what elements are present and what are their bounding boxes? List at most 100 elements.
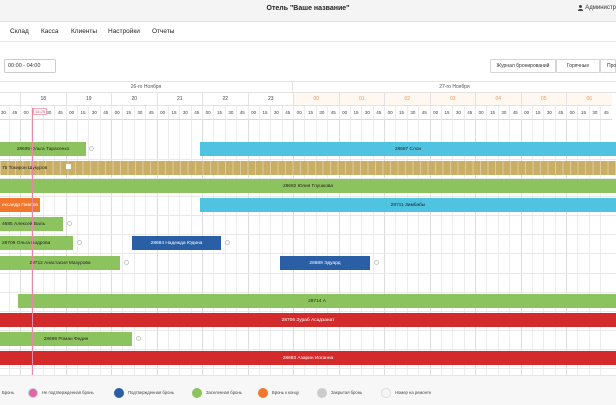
hour-label: 19	[65, 93, 111, 106]
booking-28708[interactable]: 28708 Ольга Бодрова	[0, 236, 73, 250]
minute-label: 30	[0, 106, 9, 120]
minute-label: 00	[338, 106, 350, 120]
booking-28706[interactable]: 28706 Зураб Асадзанат	[0, 313, 616, 327]
room-row[interactable]	[0, 254, 616, 274]
legend: Бронь Не подтвержденная бронь Подтвержде…	[0, 375, 616, 405]
minute-label: 30	[179, 106, 191, 120]
booking-28711[interactable]: 28711 Зимбабы	[200, 198, 616, 212]
hour-label: 21	[156, 93, 202, 106]
booking-marker-icon	[66, 164, 71, 169]
hour-label: 18	[20, 93, 66, 106]
minute-label: 30	[133, 106, 146, 120]
room-row[interactable]	[0, 215, 616, 235]
minute-label: 30	[88, 106, 100, 120]
journal-button[interactable]: Журнал бронирований	[490, 59, 556, 73]
room-row[interactable]	[0, 234, 616, 254]
hot-button[interactable]: Горячные	[556, 59, 600, 73]
minute-label: 30	[588, 106, 601, 120]
minute-label: 00	[111, 106, 123, 120]
booking-28714[interactable]: 28714 А	[18, 294, 616, 308]
grid-column-line	[429, 120, 431, 375]
hour-label: 02	[384, 93, 430, 106]
minute-label: 45	[418, 106, 430, 120]
grid-column-line	[475, 120, 476, 375]
grid-column-line	[554, 120, 556, 375]
booking-label: 75 Токирон Шукуров	[2, 165, 48, 171]
booking-28687[interactable]: 28687 Слон	[200, 142, 616, 156]
room-row[interactable]	[0, 196, 616, 216]
grid-column-line	[509, 120, 511, 375]
minute-label: 15	[258, 106, 271, 120]
grid-column-line	[293, 120, 294, 375]
minute-label: 00	[384, 106, 396, 120]
grid-column-line	[486, 120, 488, 375]
current-time-label: 15:25	[33, 108, 48, 115]
minute-label: 00	[202, 106, 214, 120]
booking-28689[interactable]: 28689 Эдуард	[280, 256, 370, 270]
legend-label-confirmed: Подтвержденная бронь	[128, 390, 174, 395]
minute-label: 15	[395, 106, 407, 120]
minute-label: 00	[475, 106, 487, 120]
minute-label: 45	[372, 106, 384, 120]
menu-item-reports[interactable]: Отчеты	[152, 28, 175, 35]
booking-28699[interactable]: 28699 Роман Федин	[0, 332, 132, 346]
legend-label-closed: Закрытая бронь	[331, 390, 363, 395]
legend-label-ending: Бронь к концу	[272, 390, 300, 395]
toolbar: Журнал бронирований Горячные Про	[0, 42, 616, 82]
minute-label: 15	[304, 106, 316, 120]
booking-28682[interactable]: 28682 Юлия Глушкова	[0, 179, 616, 193]
hour-label: 04	[475, 93, 521, 106]
booking-28683[interactable]: 28683 Азарин Иоганна	[0, 351, 616, 365]
date-header-day1: 26-го Ноября	[0, 82, 292, 93]
more-button[interactable]: Про	[600, 59, 616, 73]
room-row[interactable]	[0, 140, 616, 160]
minute-label: 30	[452, 106, 464, 120]
user-icon	[577, 5, 583, 11]
booking-28695[interactable]: 28695 Ольга Тарасенко	[0, 142, 86, 156]
user-menu[interactable]: Администр	[577, 5, 616, 11]
booking-75[interactable]: 75 Токирон Шукуров	[0, 161, 616, 175]
room-row[interactable]	[0, 177, 616, 197]
booking-status-icon	[89, 146, 94, 151]
room-row[interactable]	[0, 311, 616, 331]
hour-label: 05	[520, 93, 566, 106]
minute-label: 45	[99, 106, 111, 120]
grid-column-line	[588, 120, 590, 375]
minute-label: 00	[65, 106, 77, 120]
minute-label: 00	[520, 106, 532, 120]
legend-dot-repair	[381, 388, 391, 398]
grid-column-line	[76, 120, 78, 375]
menu-item-settings[interactable]: Настройки	[108, 28, 140, 35]
grid-column-line	[122, 120, 124, 375]
room-row[interactable]	[0, 330, 616, 350]
grid-column-line	[452, 120, 454, 375]
menu-item-cashbox[interactable]: Касса	[41, 28, 59, 35]
menu-item-clients[interactable]: Клиенты	[71, 28, 98, 35]
hour-label: 06	[566, 93, 612, 106]
grid-column-line	[361, 120, 363, 375]
booking-status-icon	[225, 240, 230, 245]
menu-item-warehouse[interactable]: Склад	[10, 28, 29, 35]
booking-pavlov[interactable]: ександр Павлов	[0, 198, 40, 212]
booking-28712[interactable]: 28712 Анастасия Мазурова	[0, 256, 120, 270]
minute-label: 45	[145, 106, 157, 120]
room-row[interactable]	[0, 292, 616, 312]
minute-label: 00	[20, 106, 32, 120]
minute-label: 15	[440, 106, 453, 120]
room-row[interactable]	[0, 273, 616, 293]
minute-label: 30	[361, 106, 373, 120]
grid-column-line	[600, 120, 602, 375]
time-range-input[interactable]	[4, 59, 56, 73]
grid-column-line	[111, 120, 112, 375]
minute-label: 00	[566, 106, 578, 120]
room-row[interactable]	[0, 159, 616, 179]
booking-status-icon	[77, 240, 82, 245]
minute-label: 30	[406, 106, 419, 120]
grid-column-line	[349, 120, 351, 375]
booking-4685[interactable]: 4685 Алексей Валь	[0, 217, 63, 231]
minute-label: 15	[213, 106, 225, 120]
booking-28684[interactable]: 28684 Надежда Юдина	[132, 236, 221, 250]
legend-label-checked-in: Заселенная бронь	[206, 390, 242, 395]
current-time-line	[32, 108, 33, 375]
room-row[interactable]	[0, 349, 616, 369]
